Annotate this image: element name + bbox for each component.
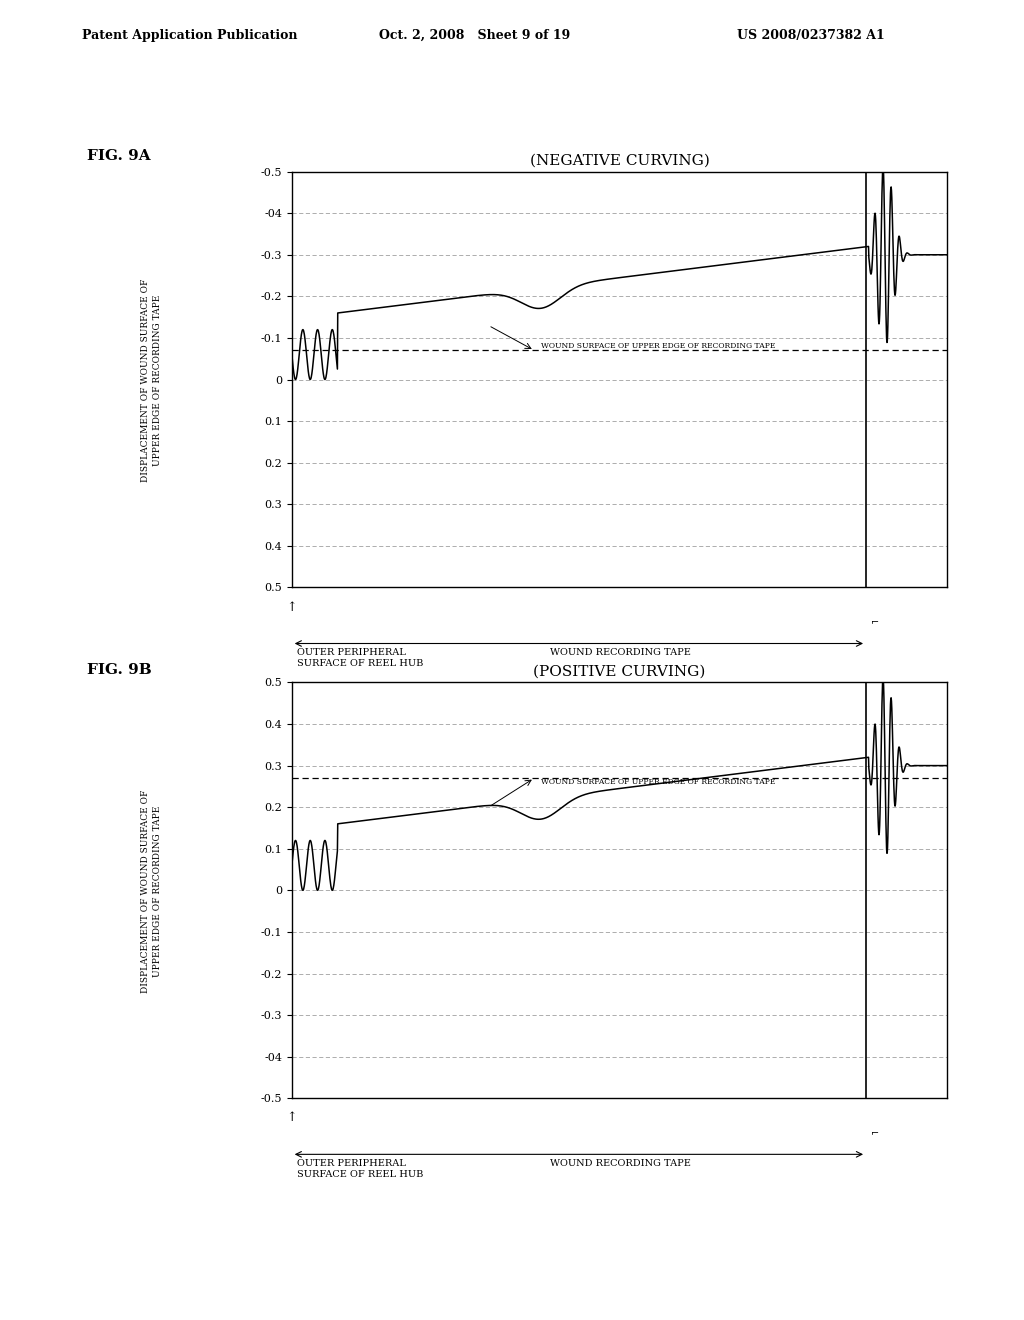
Text: ⌐: ⌐ xyxy=(871,618,880,626)
Text: FIG. 9B: FIG. 9B xyxy=(87,663,152,677)
Text: ↑: ↑ xyxy=(287,1111,297,1125)
Text: OUTER PERIPHERAL
SURFACE OF REEL HUB: OUTER PERIPHERAL SURFACE OF REEL HUB xyxy=(297,1159,423,1179)
Title: (POSITIVE CURVING): (POSITIVE CURVING) xyxy=(534,664,706,678)
Text: WOUND SURFACE OF UPPER EDGE OF RECORDING TAPE: WOUND SURFACE OF UPPER EDGE OF RECORDING… xyxy=(541,777,775,787)
Text: WOUND RECORDING TAPE: WOUND RECORDING TAPE xyxy=(550,1159,691,1168)
Title: (NEGATIVE CURVING): (NEGATIVE CURVING) xyxy=(529,153,710,168)
Text: ↑: ↑ xyxy=(287,601,297,614)
Text: DISPLACEMENT OF WOUND SURFACE OF
UPPER EDGE OF RECORDING TAPE: DISPLACEMENT OF WOUND SURFACE OF UPPER E… xyxy=(141,789,162,993)
Text: US 2008/0237382 A1: US 2008/0237382 A1 xyxy=(737,29,885,42)
Text: Patent Application Publication: Patent Application Publication xyxy=(82,29,297,42)
Text: Oct. 2, 2008   Sheet 9 of 19: Oct. 2, 2008 Sheet 9 of 19 xyxy=(379,29,570,42)
Text: WOUND RECORDING TAPE: WOUND RECORDING TAPE xyxy=(550,648,691,657)
Text: FIG. 9A: FIG. 9A xyxy=(87,149,151,164)
Text: DISPLACEMENT OF WOUND SURFACE OF
UPPER EDGE OF RECORDING TAPE: DISPLACEMENT OF WOUND SURFACE OF UPPER E… xyxy=(141,279,162,482)
Text: OUTER PERIPHERAL
SURFACE OF REEL HUB: OUTER PERIPHERAL SURFACE OF REEL HUB xyxy=(297,648,423,668)
Text: WOUND SURFACE OF UPPER EDGE OF RECORDING TAPE: WOUND SURFACE OF UPPER EDGE OF RECORDING… xyxy=(541,342,775,350)
Text: ⌐: ⌐ xyxy=(871,1129,880,1137)
